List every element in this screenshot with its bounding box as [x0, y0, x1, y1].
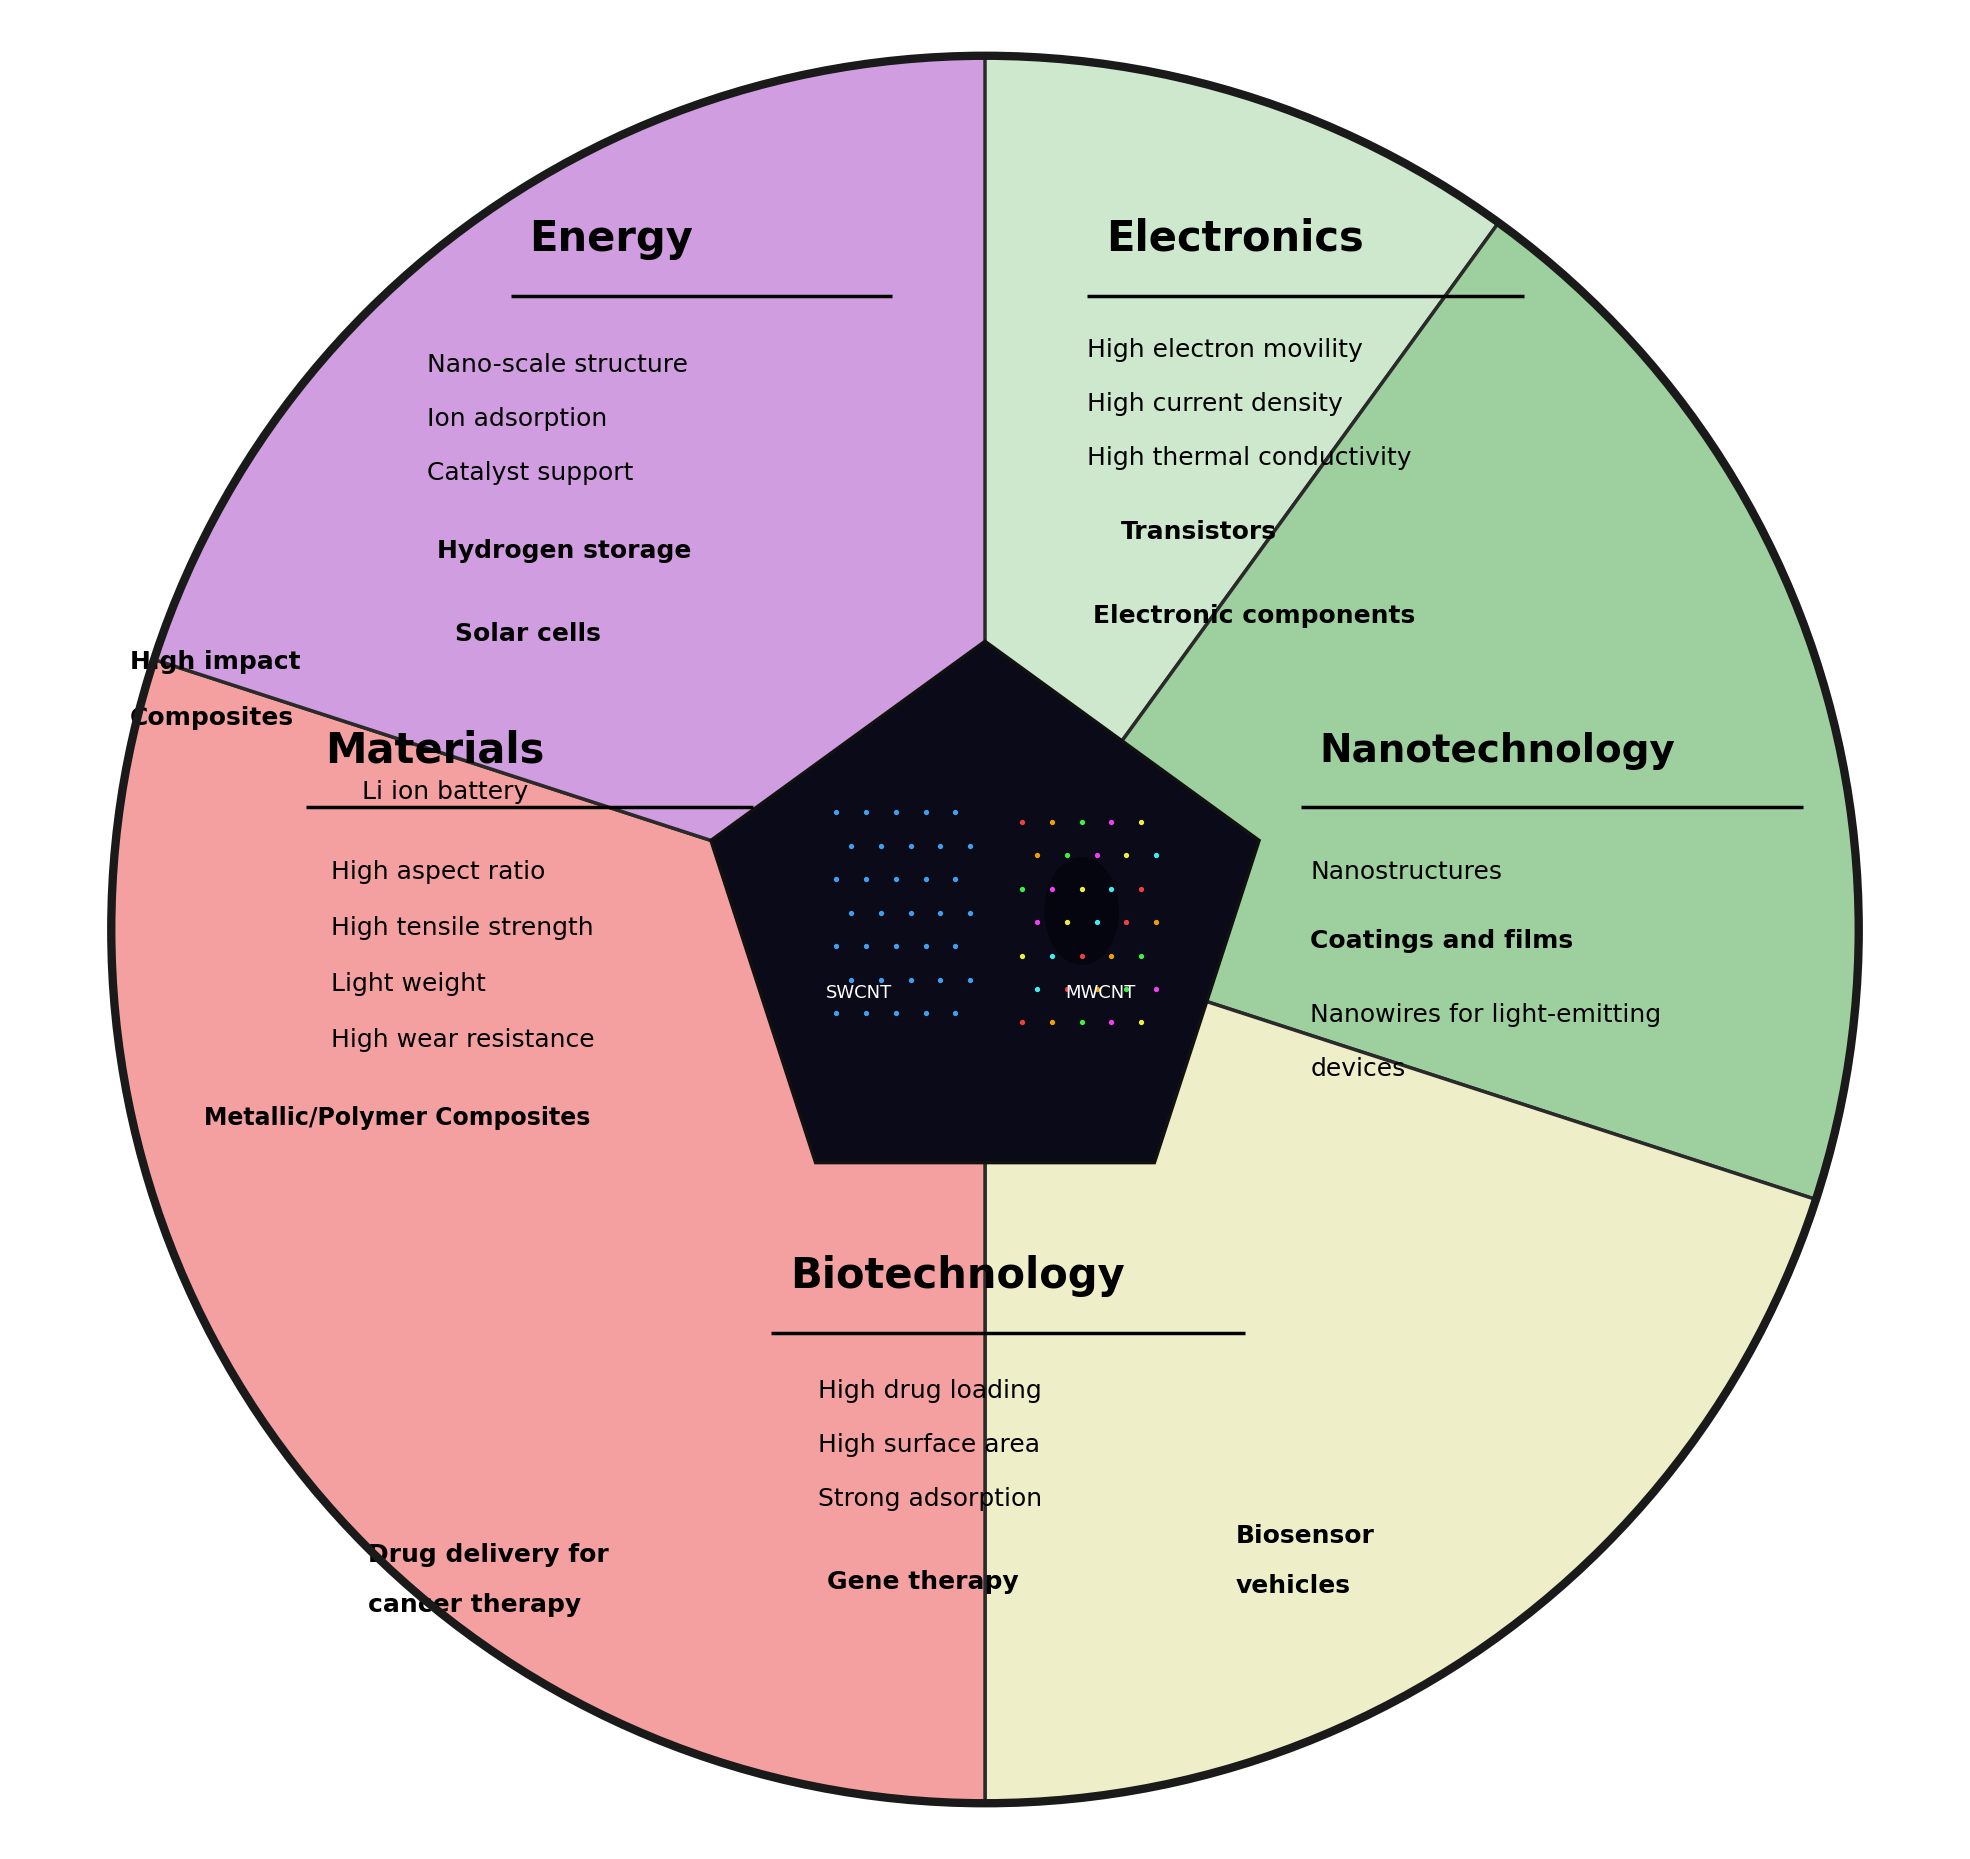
Text: Catalyst support: Catalyst support — [427, 461, 634, 485]
Text: devices: devices — [1310, 1058, 1405, 1082]
Text: Transistors: Transistors — [1121, 521, 1277, 545]
Text: High current density: High current density — [1087, 392, 1344, 416]
Wedge shape — [985, 930, 1816, 1803]
Text: Biotechnology: Biotechnology — [790, 1255, 1125, 1298]
Text: High wear resistance: High wear resistance — [331, 1028, 595, 1052]
Text: Ion adsorption: Ion adsorption — [427, 407, 607, 431]
Text: Li ion battery: Li ion battery — [362, 781, 528, 805]
Text: Materials: Materials — [325, 729, 544, 771]
Text: Metallic/Polymer Composites: Metallic/Polymer Composites — [205, 1106, 591, 1130]
Text: High thermal conductivity: High thermal conductivity — [1087, 446, 1412, 470]
Wedge shape — [985, 223, 1860, 1199]
Text: Nano-scale structure: Nano-scale structure — [427, 353, 688, 377]
Text: Coatings and films: Coatings and films — [1310, 930, 1574, 954]
Text: Biosensor: Biosensor — [1235, 1524, 1375, 1549]
Text: Nanostructures: Nanostructures — [1310, 861, 1503, 885]
Text: Electronics: Electronics — [1105, 218, 1363, 260]
Text: Gene therapy: Gene therapy — [827, 1571, 1018, 1595]
Text: MWCNT: MWCNT — [1066, 983, 1135, 1002]
Text: SWCNT: SWCNT — [825, 983, 892, 1002]
Polygon shape — [711, 641, 1259, 1162]
Text: Hydrogen storage: Hydrogen storage — [437, 539, 691, 563]
Text: Composites: Composites — [130, 706, 294, 731]
Text: High drug loading: High drug loading — [818, 1379, 1042, 1404]
Text: High tensile strength: High tensile strength — [331, 916, 593, 941]
Text: Nanotechnology: Nanotechnology — [1320, 732, 1676, 770]
Text: High aspect ratio: High aspect ratio — [331, 861, 546, 885]
Wedge shape — [471, 56, 1499, 929]
Circle shape — [110, 56, 1860, 1803]
Text: Solar cells: Solar cells — [455, 623, 601, 647]
Text: Drug delivery for: Drug delivery for — [368, 1543, 609, 1567]
Text: Strong adsorption: Strong adsorption — [818, 1487, 1042, 1511]
Text: Nanowires for light-emitting: Nanowires for light-emitting — [1310, 1004, 1661, 1028]
Ellipse shape — [1044, 857, 1119, 965]
Text: cancer therapy: cancer therapy — [368, 1593, 581, 1617]
Text: High surface area: High surface area — [818, 1433, 1040, 1457]
Wedge shape — [154, 56, 985, 929]
Text: vehicles: vehicles — [1235, 1575, 1351, 1599]
Text: High impact: High impact — [130, 651, 301, 675]
Text: Electronic components: Electronic components — [1093, 604, 1414, 628]
Text: High electron movility: High electron movility — [1087, 338, 1363, 363]
Text: Energy: Energy — [530, 218, 693, 260]
Text: Light weight: Light weight — [331, 972, 485, 996]
Wedge shape — [110, 660, 985, 1803]
